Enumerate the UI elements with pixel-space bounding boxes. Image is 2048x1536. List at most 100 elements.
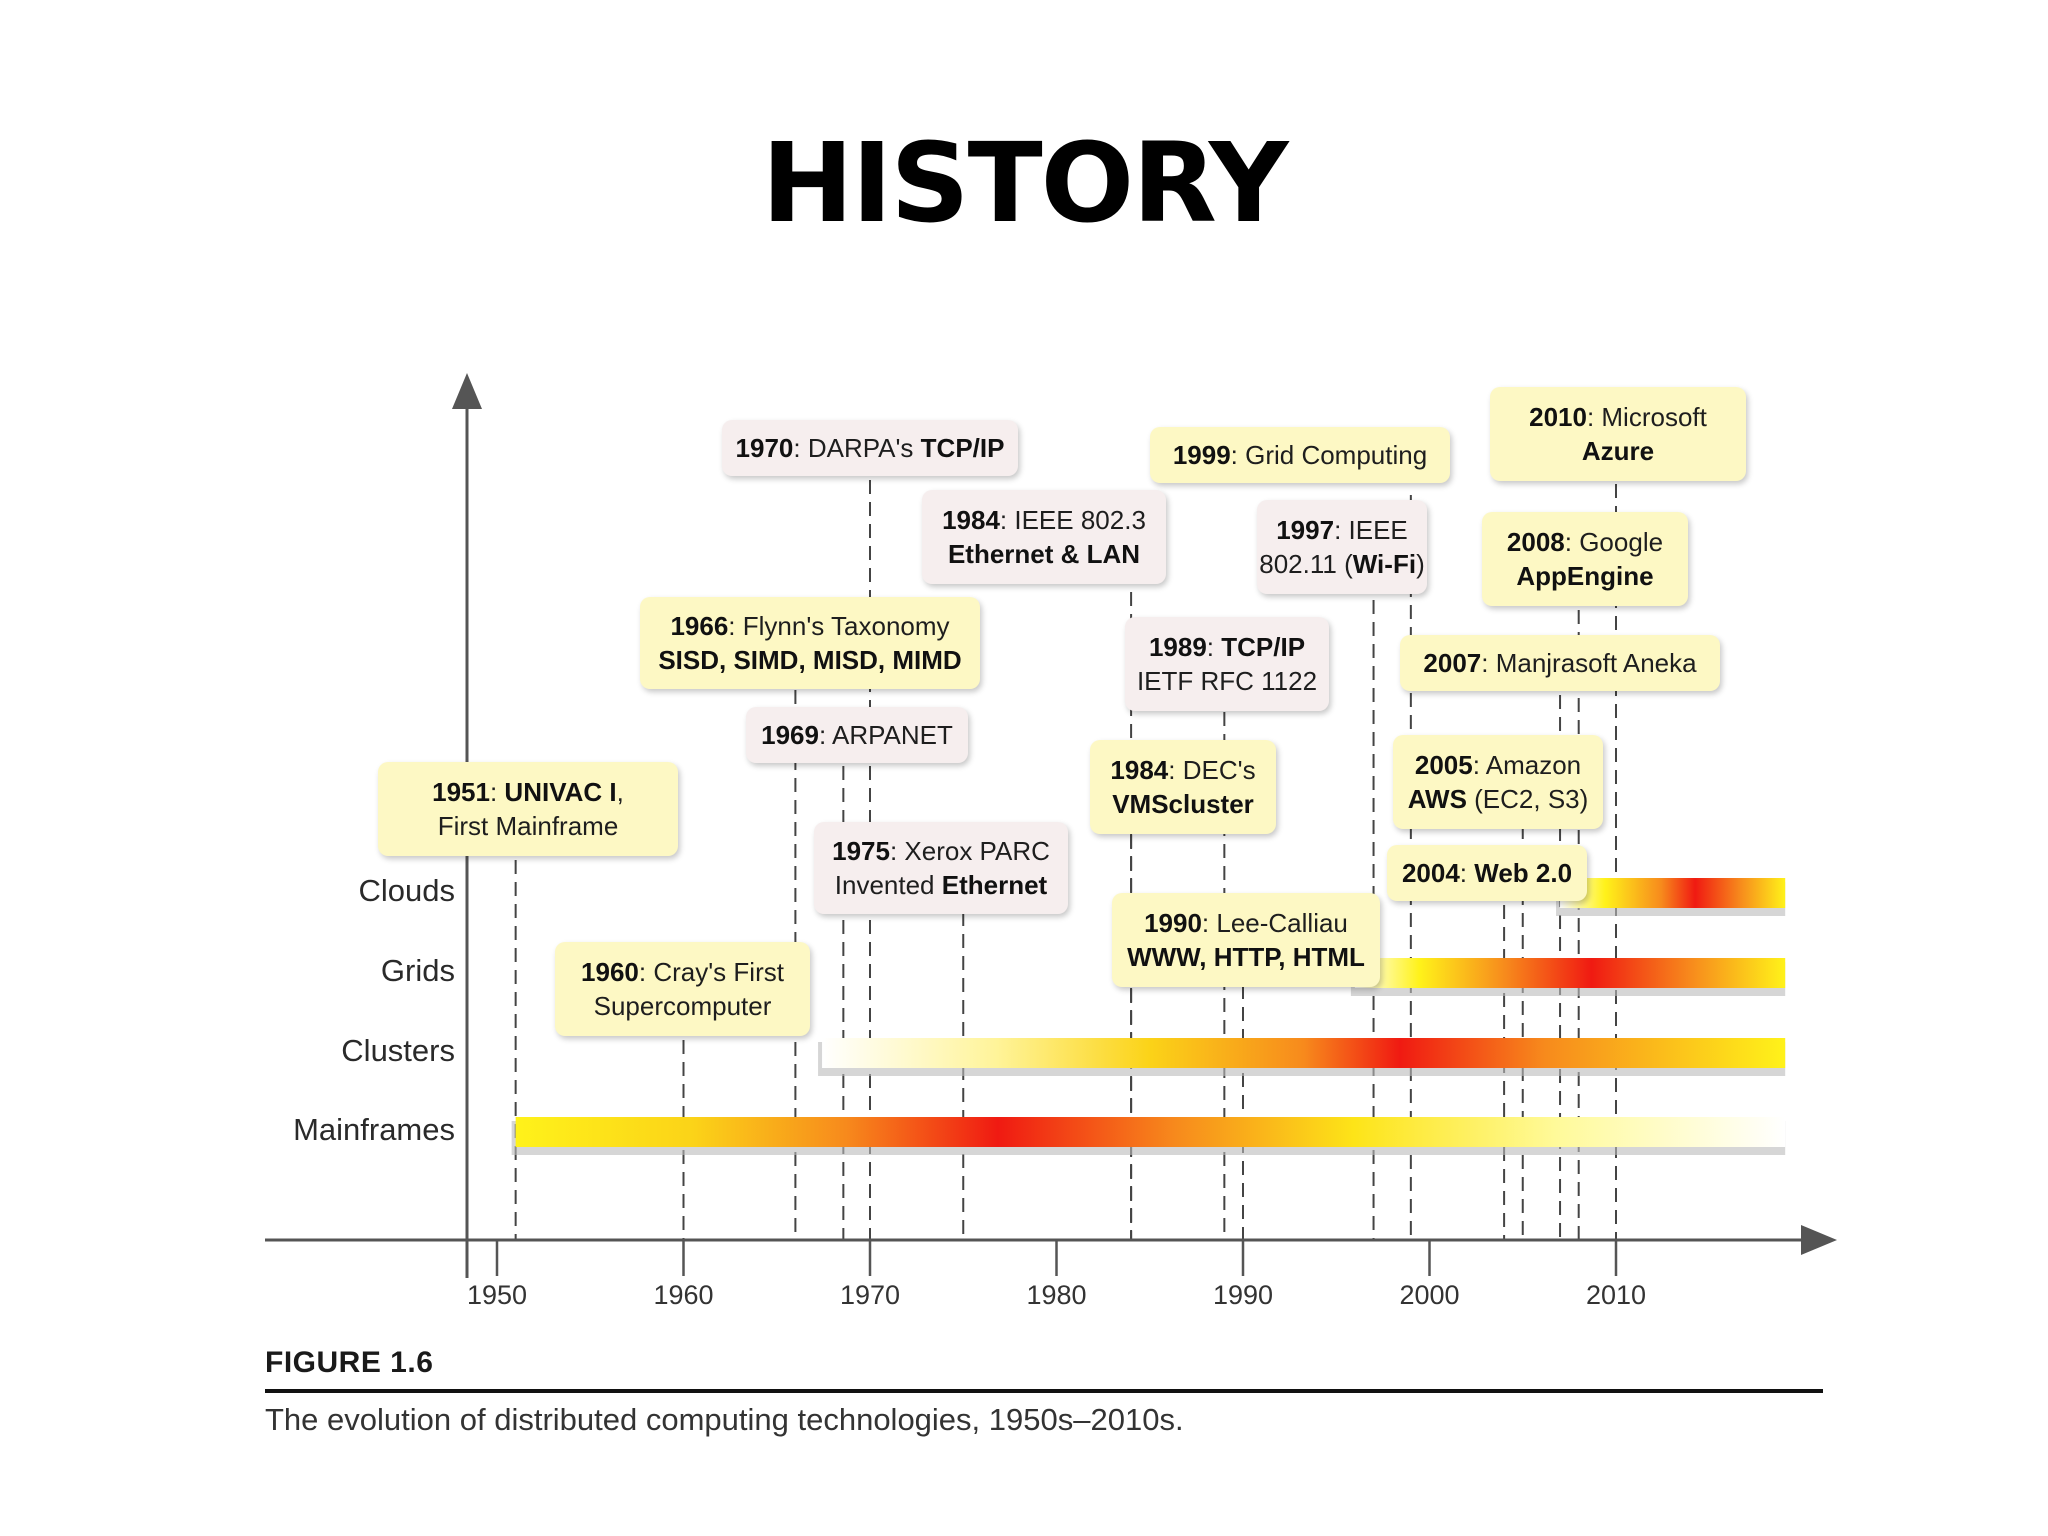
callout-line-1: 2004: Web 2.0	[1402, 856, 1572, 890]
callout-text: First Mainframe	[437, 811, 619, 841]
event-callout-2004: 2004: Web 2.0	[1387, 845, 1587, 901]
callout-line-1: 2005: Amazon	[1415, 748, 1581, 782]
event-callout-1984: 1984: DEC's VMScluster	[1090, 740, 1276, 834]
callout-text: : DARPA's	[793, 433, 921, 463]
row-label-mainframes: Mainframes	[293, 1112, 455, 1147]
callout-bold-text: 2004	[1401, 858, 1460, 888]
callout-text: ,	[616, 777, 624, 807]
figure-caption: The evolution of distributed computing t…	[265, 1402, 1184, 1437]
callout-bold-text: VMScluster	[1112, 789, 1254, 819]
event-callout-2005: 2005: Amazon AWS (EC2, S3)	[1393, 735, 1603, 829]
tick-label: 2000	[1399, 1280, 1459, 1310]
callout-text: 802.11 (	[1259, 549, 1353, 579]
callout-line-2: WWW, HTTP, HTML	[1127, 940, 1365, 974]
callout-line-1: 1997: IEEE	[1276, 513, 1408, 547]
callout-line-1: 1969: ARPANET	[761, 718, 953, 752]
callout-text: : Google	[1564, 527, 1664, 557]
callout-bold-text: Ethernet	[941, 870, 1048, 900]
callout-line-1: 1999: Grid Computing	[1173, 438, 1427, 472]
callout-text: : DEC's	[1168, 755, 1256, 785]
callout-line-1: 1984: IEEE 802.3	[942, 503, 1146, 537]
event-callout-1997: 1997: IEEE 802.11 (Wi-Fi)	[1257, 500, 1427, 594]
callout-line-1: 1989: TCP/IP	[1149, 630, 1305, 664]
callout-text: Invented	[834, 870, 942, 900]
callout-line-1: 1975: Xerox PARC	[832, 834, 1050, 868]
callout-bold-text: Ethernet & LAN	[947, 539, 1141, 569]
callout-bold-text: 1966	[670, 611, 729, 641]
callout-bold-text: Azure	[1581, 436, 1655, 466]
technology-bars	[511, 878, 1786, 1155]
callout-line-1: 2008: Google	[1507, 525, 1663, 559]
callout-line-2: Azure	[1582, 434, 1654, 468]
callout-line-2: Supercomputer	[594, 989, 772, 1023]
event-callout-1975: 1975: Xerox PARC Invented Ethernet	[814, 822, 1068, 914]
row-label-clouds: Clouds	[358, 873, 456, 908]
tick-label: 1950	[467, 1280, 527, 1310]
event-callout-1966: 1966: Flynn's Taxonomy SISD, SIMD, MISD, …	[640, 597, 980, 689]
callout-line-1: 1970: DARPA's TCP/IP	[736, 431, 1005, 465]
event-callout-2008: 2008: Google AppEngine	[1482, 512, 1688, 606]
callout-text: : Amazon	[1472, 750, 1582, 780]
callout-bold-text: 1999	[1172, 440, 1231, 470]
callout-text: : IEEE	[1334, 515, 1408, 545]
callout-bold-text: 1984	[1110, 755, 1169, 785]
event-callout-1984: 1984: IEEE 802.3 Ethernet & LAN	[922, 490, 1166, 584]
callout-bold-text: 1969	[761, 720, 819, 750]
callout-bold-text: Wi-Fi	[1352, 549, 1417, 579]
callout-line-2: Invented Ethernet	[835, 868, 1047, 902]
callout-line-2: First Mainframe	[438, 809, 619, 843]
figure-rule	[265, 1389, 1823, 1393]
callout-text: : Cray's First	[638, 957, 784, 987]
callout-line-2: SISD, SIMD, MISD, MIMD	[658, 643, 961, 677]
callout-bold-text: WWW, HTTP, HTML	[1127, 942, 1365, 972]
callout-line-1: 1966: Flynn's Taxonomy	[670, 609, 949, 643]
callout-bold-text: UNIVAC I	[504, 777, 617, 807]
callout-bold-text: 1984	[942, 505, 1000, 535]
callout-line-1: 1990: Lee-Calliau	[1144, 906, 1348, 940]
tick-label: 1960	[653, 1280, 713, 1310]
mainframes-bar	[515, 1117, 1786, 1147]
event-callout-2007: 2007: Manjrasoft Aneka	[1400, 635, 1720, 691]
row-label-grids: Grids	[380, 953, 455, 988]
event-callout-2010: 2010: Microsoft Azure	[1490, 387, 1746, 481]
callout-bold-text: 2007	[1423, 648, 1482, 678]
callout-line-1: 1984: DEC's	[1110, 753, 1255, 787]
clusters-bar	[822, 1038, 1786, 1068]
callout-text: :	[1206, 632, 1222, 662]
callout-line-2: VMScluster	[1112, 787, 1254, 821]
callout-bold-text: 2010	[1529, 402, 1587, 432]
callout-bold-text: TCP/IP	[1221, 632, 1306, 662]
event-callout-1989: 1989: TCP/IP IETF RFC 1122	[1125, 617, 1329, 711]
callout-text: :	[1459, 858, 1475, 888]
callout-line-1: 2010: Microsoft	[1529, 400, 1707, 434]
callout-bold-text: AppEngine	[1516, 561, 1654, 591]
callout-bold-text: AWS	[1407, 784, 1467, 814]
callout-line-2: AppEngine	[1516, 559, 1653, 593]
grids-bar	[1354, 958, 1786, 988]
callout-line-2: AWS (EC2, S3)	[1408, 782, 1589, 816]
callout-line-2: 802.11 (Wi-Fi)	[1259, 547, 1424, 581]
callout-text: : Xerox PARC	[889, 836, 1050, 866]
callout-text: : Microsoft	[1586, 402, 1707, 432]
callout-bold-text: 1989	[1148, 632, 1207, 662]
figure-label: FIGURE 1.6	[265, 1346, 434, 1379]
clouds-bar	[1560, 878, 1786, 908]
tick-label: 2010	[1586, 1280, 1646, 1310]
year-ticks: 1950 1960 1970 1980 1990 2000 2010	[467, 1240, 1646, 1310]
callout-bold-text: 1997	[1276, 515, 1335, 545]
tick-label: 1980	[1026, 1280, 1086, 1310]
callout-line-2: Ethernet & LAN	[948, 537, 1140, 571]
callout-bold-text: 1990	[1144, 908, 1202, 938]
callout-text: IETF RFC 1122	[1136, 666, 1318, 696]
callout-text: : ARPANET	[818, 720, 953, 750]
callout-text: : Grid Computing	[1230, 440, 1428, 470]
callout-bold-text: 1951	[432, 777, 490, 807]
callout-line-1: 1960: Cray's First	[581, 955, 784, 989]
event-callout-1990: 1990: Lee-Calliau WWW, HTTP, HTML	[1112, 893, 1380, 987]
callout-line-2: IETF RFC 1122	[1137, 664, 1317, 698]
callout-text: : IEEE 802.3	[999, 505, 1146, 535]
tick-label: 1990	[1213, 1280, 1273, 1310]
callout-bold-text: 1975	[832, 836, 890, 866]
callout-text: (EC2, S3)	[1466, 784, 1589, 814]
